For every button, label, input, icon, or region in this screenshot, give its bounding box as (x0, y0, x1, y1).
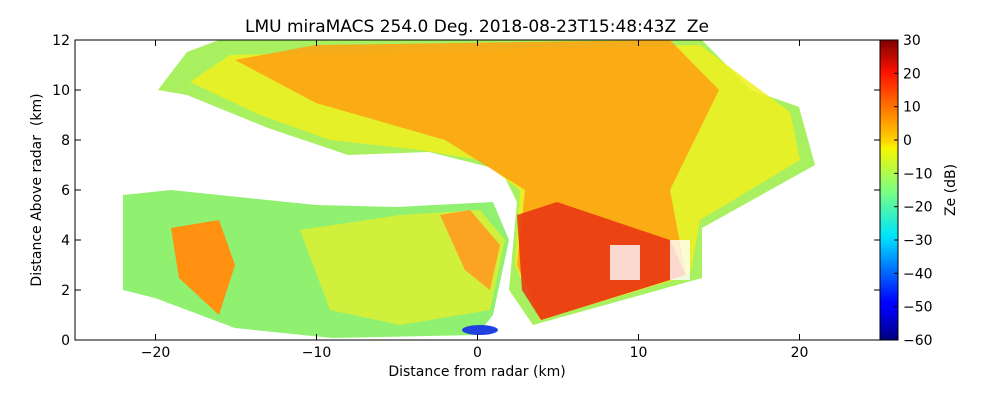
y-tick-label: 6 (61, 183, 70, 199)
gap (610, 245, 640, 280)
colorbar-tick-label: −50 (903, 300, 933, 316)
y-tick-label: 4 (61, 233, 70, 249)
colorbar-tick-label: −10 (903, 166, 933, 182)
colorbar-tick-label: −20 (903, 200, 933, 216)
x-tick-label: −20 (141, 345, 171, 361)
y-tick-label: 8 (61, 133, 70, 149)
colorbar (879, 39, 899, 341)
y-tick-label: 2 (61, 283, 70, 299)
x-tick-label: 10 (630, 345, 648, 361)
colorbar-tick-label: −40 (903, 266, 933, 282)
y-axis-label: Distance Above radar (km) (29, 93, 45, 286)
gap (670, 240, 690, 280)
colorbar-tick-label: 0 (903, 133, 912, 149)
colorbar-tick-label: 10 (903, 100, 921, 116)
x-axis-label: Distance from radar (km) (388, 364, 565, 380)
lower-core (171, 220, 235, 315)
colorbar-tick-label: 20 (903, 66, 921, 82)
rain-core (517, 202, 686, 320)
y-tick-label: 0 (61, 333, 70, 349)
colorbar-tick-label: 30 (903, 33, 921, 49)
colorbar-tick-label: −60 (903, 333, 933, 349)
chart-title: LMU miraMACS 254.0 Deg. 2018-08-23T15:48… (245, 17, 709, 37)
y-tick-label: 12 (52, 33, 70, 49)
x-tick-label: −10 (302, 345, 332, 361)
x-tick-label: 0 (473, 345, 482, 361)
lower-core-2 (440, 210, 500, 290)
x-tick-label: 20 (791, 345, 809, 361)
colorbar-label: Ze (dB) (943, 164, 959, 216)
near-field (462, 325, 498, 335)
y-tick-label: 10 (52, 83, 70, 99)
radar-field (123, 40, 815, 338)
colorbar-tick-label: −30 (903, 233, 933, 249)
